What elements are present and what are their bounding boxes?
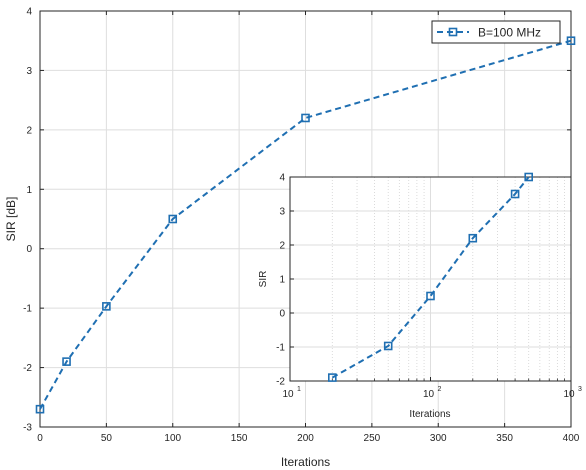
inset-y-tick-label: 0 xyxy=(279,309,285,320)
inset-data-point-marker xyxy=(510,189,520,199)
x-tick-label: 100 xyxy=(164,433,181,444)
inset-y-tick-label: 4 xyxy=(279,173,285,184)
series-line xyxy=(39,39,572,410)
inset-x-tick-exponent: 1 xyxy=(297,386,301,393)
x-tick-label: 250 xyxy=(364,433,381,444)
inset-series-line xyxy=(331,176,530,379)
inset-data-point-marker xyxy=(468,233,478,243)
y-tick-label: 4 xyxy=(26,7,32,18)
legend-label: B=100 MHz xyxy=(478,26,541,40)
inset-x-tick-label: 10 xyxy=(282,389,294,400)
inset-axes-frame xyxy=(289,176,572,382)
inset-data-point-marker xyxy=(524,172,534,182)
inset-x-tick-label: 10 xyxy=(563,389,575,400)
x-tick-label: 150 xyxy=(231,433,248,444)
data-point-marker xyxy=(62,357,71,366)
y-tick-label: -2 xyxy=(23,363,32,374)
data-point-marker xyxy=(301,113,310,123)
inset-x-tick-label: 10 xyxy=(423,389,435,400)
x-tick-label: 300 xyxy=(430,433,447,444)
y-tick-label: -1 xyxy=(23,304,32,315)
inset-x-tick-exponent: 3 xyxy=(578,386,582,393)
inset-data-point-marker xyxy=(327,373,337,382)
x-tick-label: 350 xyxy=(496,433,513,444)
legend-marker-sample xyxy=(448,27,458,37)
inset-data-point-marker xyxy=(426,291,435,301)
data-point-marker xyxy=(102,302,111,311)
inset-x-tick-exponent: 2 xyxy=(438,386,442,393)
x-tick-label: 200 xyxy=(297,433,314,444)
y-tick-label: 2 xyxy=(26,125,32,136)
y-axis-label: SIR [dB] xyxy=(4,197,18,242)
data-point-marker xyxy=(35,404,45,414)
x-tick-label: 400 xyxy=(563,433,580,444)
inset-y-tick-label: -1 xyxy=(276,343,285,354)
inset-data-point-marker xyxy=(383,341,393,351)
inset-x-axis-label: Iterations xyxy=(409,409,450,420)
data-point-marker xyxy=(168,214,178,224)
inset-y-tick-label: 2 xyxy=(279,241,285,252)
y-tick-label: 1 xyxy=(26,185,32,196)
inset-y-axis-label: SIR xyxy=(258,271,269,288)
y-tick-label: 3 xyxy=(26,66,32,77)
x-tick-label: 0 xyxy=(37,433,43,444)
x-tick-label: 50 xyxy=(101,433,113,444)
y-tick-label: -3 xyxy=(23,423,32,434)
inset-y-tick-label: 1 xyxy=(279,275,285,286)
inset-y-tick-label: -2 xyxy=(276,377,285,388)
x-axis-label: Iterations xyxy=(281,455,330,469)
legend-box xyxy=(431,20,561,44)
data-point-marker xyxy=(566,36,576,46)
inset-y-tick-label: 3 xyxy=(279,207,285,218)
y-tick-label: 0 xyxy=(26,244,32,255)
